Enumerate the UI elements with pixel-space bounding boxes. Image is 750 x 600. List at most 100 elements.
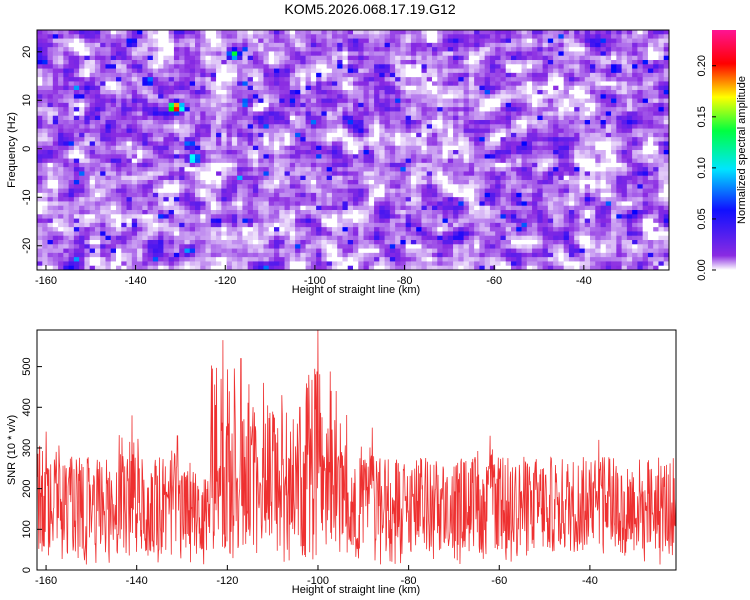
heatmap-cell (621, 124, 628, 129)
heatmap-cell (432, 64, 438, 69)
heatmap-cell (289, 68, 296, 74)
heatmap-cell (226, 188, 233, 194)
heatmap-cell (247, 38, 254, 44)
heatmap-cell (79, 141, 85, 147)
heatmap-cell (168, 102, 175, 108)
heatmap-cell (474, 154, 480, 159)
heatmap-cell (568, 60, 575, 65)
heatmap-cell (210, 115, 217, 121)
heatmap-cell (147, 154, 154, 159)
heatmap-cell (495, 180, 501, 185)
heatmap-cell (252, 171, 259, 177)
heatmap-cell (400, 171, 407, 177)
heatmap-cell (500, 34, 507, 39)
heatmap-cell (458, 115, 464, 121)
heatmap-cell (647, 30, 654, 35)
heatmap-cell (379, 154, 385, 159)
heatmap-cell (563, 145, 570, 151)
heatmap-cell (342, 175, 349, 181)
heatmap-cell (468, 201, 475, 207)
heatmap-cell (568, 90, 575, 95)
heatmap-cell (168, 77, 175, 82)
heatmap-cell (47, 64, 54, 69)
heatmap-cell (305, 98, 312, 104)
heatmap-cell (274, 188, 280, 194)
heatmap-cell (221, 141, 227, 147)
heatmap-cell (605, 128, 612, 134)
heatmap-cell (347, 38, 354, 44)
heatmap-cell (210, 132, 217, 138)
heatmap-cell (410, 85, 417, 91)
heatmap-cell (642, 192, 649, 198)
heatmap-cell (89, 98, 96, 104)
heatmap-cell (73, 90, 80, 95)
heatmap-cell (484, 162, 491, 168)
heatmap-cell (363, 158, 370, 164)
heatmap-cell (463, 171, 470, 177)
heatmap-cell (595, 55, 601, 61)
heatmap-cell (184, 55, 191, 61)
heatmap-cell (547, 145, 554, 151)
heatmap-cell (247, 167, 254, 172)
heatmap-cell (474, 98, 480, 104)
heatmap-cell (94, 72, 101, 78)
heatmap-cell (305, 115, 312, 121)
heatmap-cell (52, 154, 59, 159)
heatmap-cell (252, 145, 259, 151)
heatmap-cell (495, 38, 501, 44)
heatmap-cell (426, 60, 433, 65)
heatmap-cell (568, 197, 575, 202)
heatmap-cell (642, 128, 649, 134)
heatmap-cell (68, 162, 75, 168)
heatmap-cell (326, 128, 333, 134)
heatmap-cell (305, 51, 312, 57)
heatmap-cell (468, 64, 475, 69)
heatmap-cell (416, 77, 422, 82)
heatmap-cell (521, 158, 528, 164)
heatmap-cell (305, 162, 312, 168)
heatmap-cell (611, 201, 617, 207)
heatmap-cell (400, 205, 407, 211)
heatmap-cell (553, 128, 559, 134)
heatmap-cell (184, 81, 191, 87)
heatmap-cell (579, 98, 586, 104)
heatmap-cell (200, 145, 206, 151)
heatmap-cell (126, 98, 133, 104)
heatmap-cell (305, 34, 312, 39)
heatmap-cell (516, 197, 522, 202)
heatmap-cell (84, 77, 91, 82)
heatmap-cell (258, 137, 264, 142)
heatmap-cell (468, 98, 475, 104)
heatmap-cell (89, 30, 96, 35)
heatmap-cell (658, 171, 665, 177)
heatmap-cell (226, 124, 233, 129)
heatmap-cell (611, 94, 617, 99)
heatmap-cell (384, 34, 391, 39)
heatmap-cell (447, 64, 454, 69)
heatmap-cell (126, 34, 133, 39)
heatmap-cell (632, 167, 638, 172)
heatmap-cell (505, 192, 512, 198)
heatmap-cell (337, 201, 343, 207)
heatmap-cell (205, 98, 212, 104)
heatmap-cell (500, 90, 507, 95)
heatmap-cell (221, 197, 227, 202)
heatmap-cell (89, 111, 96, 117)
heatmap-cell (310, 34, 317, 39)
heatmap-cell (184, 34, 191, 39)
heatmap-cell (142, 175, 148, 181)
heatmap-cell (353, 154, 359, 159)
heatmap-cell (279, 55, 285, 61)
heatmap-cell (437, 120, 443, 125)
heatmap-cell (131, 171, 138, 177)
heatmap-cell (542, 72, 549, 78)
heatmap-cell (526, 115, 533, 121)
heatmap-cell (616, 90, 622, 95)
heatmap-cell (137, 60, 143, 65)
heatmap-cell (432, 90, 438, 95)
heatmap-cell (110, 102, 117, 108)
heatmap-cell (331, 107, 338, 112)
heatmap-cell (300, 47, 306, 52)
heatmap-cell (137, 98, 143, 104)
heatmap-cell (495, 64, 501, 69)
